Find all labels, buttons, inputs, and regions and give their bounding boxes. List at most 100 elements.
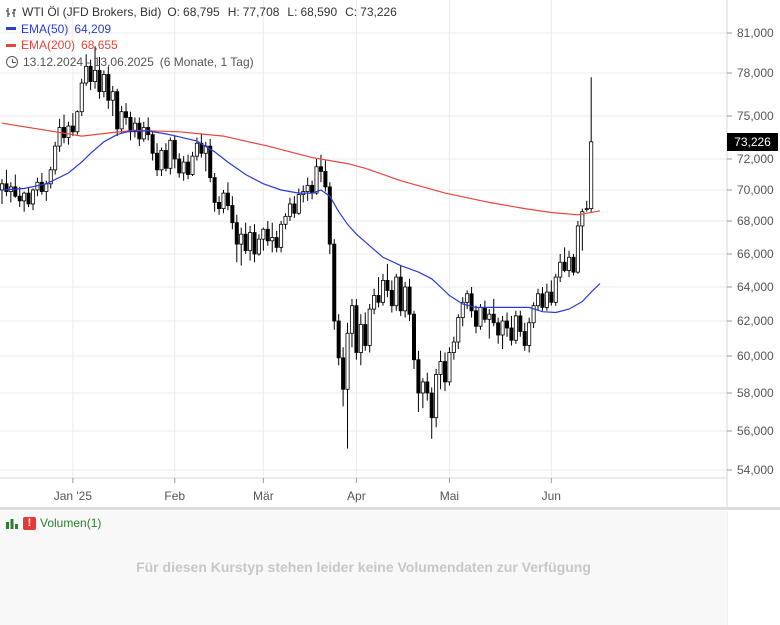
candle-body (101, 74, 106, 93)
ema50-line (1, 130, 601, 314)
candle-body (84, 65, 89, 84)
candle-body (13, 186, 18, 197)
candle-body (283, 215, 288, 225)
candle-body (465, 293, 470, 303)
candle-body (270, 237, 275, 242)
candle-body (57, 127, 62, 147)
candle-body (159, 149, 164, 171)
candle-body (79, 82, 84, 113)
candle-body (567, 256, 572, 271)
candle-body (544, 291, 549, 308)
candle-body (438, 361, 443, 375)
x-tick-label: Apr (347, 489, 366, 503)
candle-body (88, 65, 93, 83)
candle-body (292, 203, 297, 214)
candle-body (394, 276, 399, 307)
candle-body (496, 322, 501, 336)
candle-body (4, 183, 9, 192)
candle-body (318, 166, 323, 172)
candle-body (48, 169, 53, 185)
x-tick-label: Jun (542, 489, 561, 503)
candle-body (478, 306, 483, 327)
candle-body (287, 203, 292, 217)
ema200-line (1, 122, 601, 216)
candle-body (39, 181, 44, 192)
volume-panel: ! Volumen(1) Für diesen Kurstyp stehen l… (0, 511, 727, 625)
candle-body (97, 69, 102, 93)
candle-body (518, 315, 523, 332)
x-tick-label: Mär (253, 489, 274, 503)
candle-body (336, 320, 341, 359)
candle-body (549, 291, 554, 303)
close-value: 73,226 (360, 5, 397, 19)
date-range: 13.12.2024 - 13.06.2025 (23, 54, 154, 69)
open-value: 68,795 (183, 5, 220, 19)
bars-icon (6, 7, 16, 17)
candle-body (261, 228, 266, 240)
candle-body (407, 286, 412, 315)
x-tick-label: Feb (164, 489, 185, 503)
candle-body (531, 305, 536, 324)
candle-body (279, 223, 284, 248)
candle-body (491, 313, 496, 324)
candle-body (230, 205, 235, 224)
candle-body (500, 320, 505, 336)
y-tick-label: 68,000 (737, 214, 774, 228)
price-axis[interactable]: 54,000 56,000 58,000 60,000 62,000 64,000 66,0… (727, 26, 774, 477)
candle-body (367, 308, 372, 346)
x-tick-label: Mai (440, 489, 459, 503)
candle-body (190, 155, 195, 175)
candle-body (0, 183, 4, 191)
candle-body (358, 324, 363, 353)
candle-body (66, 125, 71, 138)
ema50-legend[interactable]: EMA(50) 64,209 (6, 21, 405, 38)
candle-body (389, 289, 394, 307)
candle-body (177, 158, 182, 174)
y-tick-label: 75,000 (737, 109, 774, 123)
ema200-label: EMA(200) (21, 38, 76, 52)
candle-body (420, 381, 425, 394)
candle-body (575, 225, 580, 273)
candle-body (505, 320, 510, 329)
candle-body (217, 201, 222, 209)
candle-body (239, 233, 244, 245)
last-price-label: 73,226 (727, 133, 778, 151)
candle-body (265, 228, 270, 242)
candle-body (327, 186, 332, 245)
candle-body (296, 194, 301, 214)
close-label: C: (345, 5, 358, 19)
candle-body (434, 374, 439, 419)
time-axis[interactable]: Jan '25 Feb Mär Apr Mai Jun (54, 478, 561, 503)
candle-body (363, 324, 368, 346)
candle-body (341, 357, 346, 390)
candle-body (194, 142, 199, 157)
y-tick-label: 70,000 (737, 183, 774, 197)
ohlc-row: WTI Öl (JFD Brokers, Bid) O: 68,795 H: 77,… (6, 4, 405, 21)
candle-body (208, 145, 213, 179)
candle-body (403, 286, 408, 312)
volume-message: Für diesen Kurstyp stehen leider keine V… (136, 559, 591, 575)
candle-body (425, 381, 430, 394)
y-tick-label: 66,000 (737, 247, 774, 261)
low-value: 68,590 (300, 5, 338, 19)
y-tick-label: 81,000 (737, 26, 774, 40)
candle-body (429, 392, 434, 419)
candle-body (376, 295, 381, 303)
candle-body (225, 192, 230, 206)
candle-body (132, 122, 137, 133)
candle-body (26, 192, 31, 205)
candle-body (234, 222, 239, 245)
warning-icon[interactable]: ! (23, 516, 36, 530)
candle-body (124, 111, 129, 118)
candlestick-series (0, 46, 594, 449)
panel-separator[interactable] (0, 507, 780, 510)
candle-body (53, 145, 58, 171)
candle-body (212, 177, 217, 203)
candle-body (571, 256, 576, 273)
ema200-legend[interactable]: EMA(200) 68,655 (6, 37, 405, 54)
candle-body (172, 139, 177, 160)
low-label: L: (287, 5, 298, 19)
candle-body (562, 261, 567, 271)
ema50-label: EMA(50) (21, 21, 69, 36)
